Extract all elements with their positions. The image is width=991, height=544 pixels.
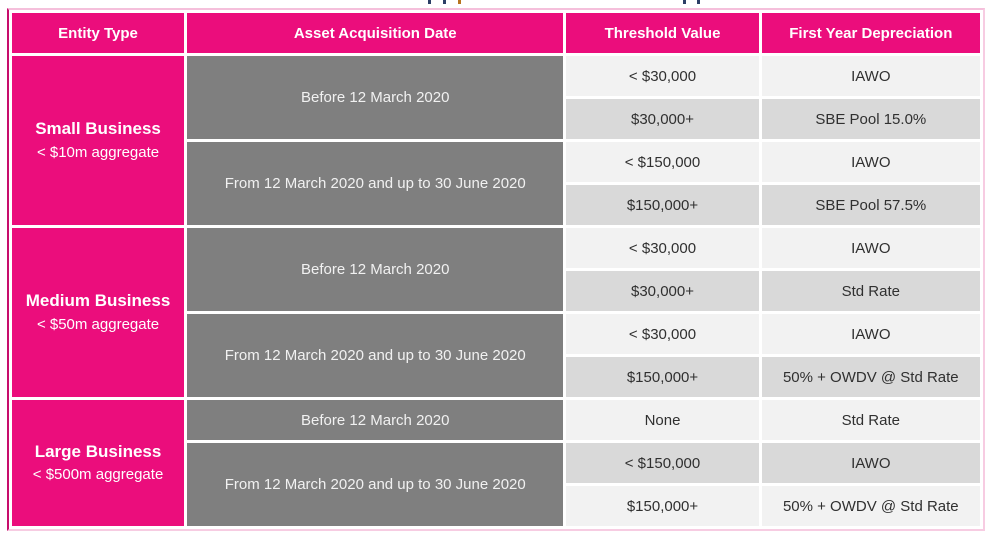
entity-aggregate: < $50m aggregate (36, 315, 160, 333)
entity-cell-medium-business: Medium Business < $50m aggregate (12, 228, 185, 397)
depreciation-cell: IAWO (761, 228, 980, 268)
depreciation-cell: Std Rate (761, 400, 980, 440)
threshold-cell: < $30,000 (566, 56, 759, 96)
header-asset-acquisition-date: Asset Acquisition Date (187, 13, 564, 53)
threshold-cell: $150,000+ (566, 357, 759, 397)
entity-cell-small-business: Small Business < $10m aggregate (12, 56, 185, 225)
table-row: From 12 March 2020 and up to 30 June 202… (12, 314, 980, 397)
header-entity-type: Entity Type (12, 13, 185, 53)
cropped-text-fragment (428, 0, 431, 4)
cropped-text-fragment (697, 0, 700, 4)
entity-name: Large Business (34, 441, 162, 461)
table-row: $150,000+ 50% + OWDV @ Std Rate (12, 357, 980, 397)
depreciation-cell: IAWO (761, 314, 980, 354)
threshold-cell: < $150,000 (566, 443, 759, 483)
depreciation-cell: IAWO (761, 56, 980, 96)
table-row: Small Business < $10m aggregate Before 1… (12, 56, 980, 225)
entity-name: Small Business (35, 119, 161, 139)
table-row: $150,000+ 50% + OWDV @ Std Rate (12, 486, 980, 526)
header-first-year-depreciation: First Year Depreciation (761, 13, 980, 53)
depreciation-cell: 50% + OWDV @ Std Rate (761, 486, 980, 526)
date-cell: Before 12 March 2020 (187, 400, 564, 440)
depreciation-cell: SBE Pool 57.5% (761, 185, 980, 225)
cropped-text-fragment (683, 0, 686, 4)
table-row: $30,000+ Std Rate (12, 271, 980, 311)
table-row: $150,000+ SBE Pool 57.5% (12, 185, 980, 225)
cropped-text-fragment (458, 0, 461, 4)
entity-name: Medium Business (25, 291, 171, 311)
threshold-cell: < $30,000 (566, 228, 759, 268)
depreciation-cell: IAWO (761, 142, 980, 182)
date-cell: From 12 March 2020 and up to 30 June 202… (187, 443, 564, 526)
date-cell: From 12 March 2020 and up to 30 June 202… (187, 314, 564, 397)
entity-aggregate: < $10m aggregate (36, 143, 160, 161)
depreciation-cell: IAWO (761, 443, 980, 483)
threshold-cell: $30,000+ (566, 99, 759, 139)
threshold-cell: < $30,000 (566, 314, 759, 354)
date-cell: Before 12 March 2020 (187, 56, 564, 139)
table-row: From 12 March 2020 and up to 30 June 202… (12, 142, 980, 225)
entity-cell-large-business: Large Business < $500m aggregate (12, 400, 185, 526)
table: Entity Type Asset Acquisition Date Thres… (9, 10, 983, 529)
depreciation-cell: Std Rate (761, 271, 980, 311)
threshold-cell: None (566, 400, 759, 440)
header-threshold-value: Threshold Value (566, 13, 759, 53)
date-cell: From 12 March 2020 and up to 30 June 202… (187, 142, 564, 225)
cropped-text-fragment (443, 0, 446, 4)
depreciation-rules-table: Entity Type Asset Acquisition Date Thres… (7, 8, 985, 531)
table-row: $30,000+ SBE Pool 15.0% (12, 99, 980, 139)
header-row: Entity Type Asset Acquisition Date Thres… (12, 13, 980, 53)
date-cell: Before 12 March 2020 (187, 228, 564, 311)
threshold-cell: $150,000+ (566, 486, 759, 526)
threshold-cell: $150,000+ (566, 185, 759, 225)
entity-aggregate: < $500m aggregate (32, 466, 164, 484)
table-row: Medium Business < $50m aggregate Before … (12, 228, 980, 397)
threshold-cell: < $150,000 (566, 142, 759, 182)
depreciation-cell: SBE Pool 15.0% (761, 99, 980, 139)
table-row: Large Business < $500m aggregate Before … (12, 400, 980, 526)
depreciation-cell: 50% + OWDV @ Std Rate (761, 357, 980, 397)
table-row: From 12 March 2020 and up to 30 June 202… (12, 443, 980, 526)
threshold-cell: $30,000+ (566, 271, 759, 311)
